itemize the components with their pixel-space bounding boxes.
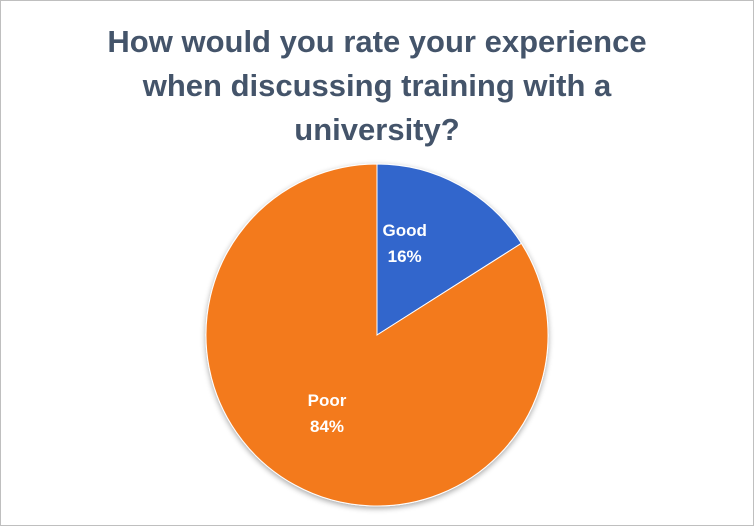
pie-slice-poor xyxy=(205,163,549,507)
pie-labels: Good 16% Poor 84% xyxy=(308,221,427,436)
data-label-poor-percent: 84% xyxy=(310,417,344,436)
data-label-good-percent: 16% xyxy=(388,247,422,266)
data-label-poor-category: Poor xyxy=(308,391,347,410)
chart-title-line-2: when discussing training with a xyxy=(142,68,612,103)
chart-title-line-3: university? xyxy=(294,112,460,147)
data-label-good-category: Good xyxy=(382,221,426,240)
pie-slices xyxy=(205,163,549,507)
pie-slice-good xyxy=(376,163,523,336)
chart-title-line-1: How would you rate your experience xyxy=(107,24,647,59)
chart-title: How would you rate your experience when … xyxy=(40,20,714,152)
